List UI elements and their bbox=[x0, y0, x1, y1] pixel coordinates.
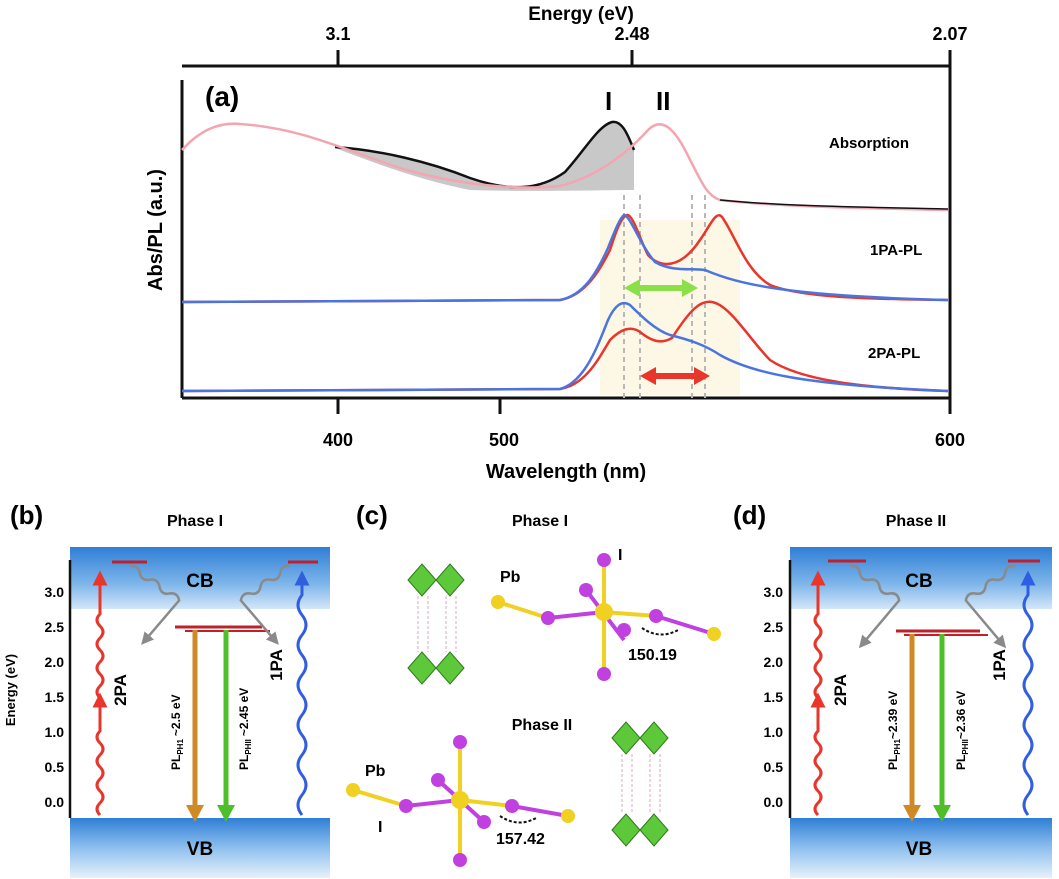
top-axis-title: Energy (eV) bbox=[528, 4, 634, 25]
1pa-phase2-curve bbox=[181, 213, 949, 304]
1pa-label: 1PA bbox=[267, 649, 286, 681]
energy-tick: 0.5 bbox=[45, 759, 65, 775]
1pa-phase1-curve bbox=[181, 213, 949, 304]
2pa-label: 2PA bbox=[111, 674, 130, 706]
energy-tick: 1.0 bbox=[45, 724, 65, 740]
phase2-lattice bbox=[611, 721, 669, 847]
absorption-phase1-curve bbox=[334, 120, 636, 189]
energy-tick: 1.5 bbox=[764, 689, 784, 705]
1pa-wavy-arrow bbox=[1020, 570, 1036, 816]
panel-c: (c) Phase I Phase II bbox=[346, 500, 721, 867]
pl2-text: PLPHII~2.36 eV bbox=[954, 691, 970, 770]
pb-label-phase1: Pb bbox=[500, 569, 521, 586]
conduction-band bbox=[70, 547, 330, 609]
conduction-band bbox=[790, 547, 1052, 609]
bottom-tick-label: 500 bbox=[489, 430, 519, 450]
2pa-wavy-arrow-lower bbox=[810, 692, 826, 817]
1pa-wavy-arrow bbox=[294, 570, 310, 816]
phase2-molecule bbox=[346, 735, 575, 867]
energy-tick: 2.5 bbox=[45, 619, 65, 635]
top-tick-label: 3.1 bbox=[325, 24, 350, 44]
bottom-tick-label: 600 bbox=[935, 430, 965, 450]
bottom-tick-label: 400 bbox=[323, 430, 353, 450]
energy-tick: 2.5 bbox=[764, 619, 784, 635]
2pa-wavy-arrow-upper bbox=[810, 570, 826, 700]
relaxation-arrow-right bbox=[239, 564, 291, 645]
panel-b: (b) Phase I CB VB 3.0 2.5 2.0 1.5 1.0 0.… bbox=[3, 500, 330, 878]
absorption-shaded-area bbox=[335, 121, 634, 191]
panel-a: Energy (eV) 3.1 2.48 2.07 400 500 600 Wa… bbox=[145, 4, 968, 483]
2pa-phase1-curve bbox=[181, 301, 949, 393]
panel-b-title: Phase I bbox=[167, 513, 223, 530]
2pa-label: 2PA bbox=[831, 674, 850, 706]
cb-label: CB bbox=[905, 571, 932, 592]
pl1-text: PLPH1~2.5 eV bbox=[169, 694, 185, 770]
relaxation-arrow-right bbox=[964, 564, 1016, 649]
panel-a-label: (a) bbox=[205, 81, 239, 112]
vb-label: VB bbox=[187, 839, 213, 860]
2pa-wavy-arrow-lower bbox=[92, 692, 108, 817]
pl2-text: PLPHII~2.45 eV bbox=[237, 688, 253, 770]
phase2-title: Phase II bbox=[512, 717, 572, 734]
pb-label-phase2: Pb bbox=[365, 763, 386, 780]
panel-c-label: (c) bbox=[356, 500, 388, 530]
panel-b-label: (b) bbox=[10, 500, 43, 530]
panel-b-y-axis-title: Energy (eV) bbox=[3, 654, 18, 726]
energy-tick: 2.0 bbox=[45, 654, 65, 670]
angle-phase2: 157.42 bbox=[496, 831, 545, 848]
valence-band bbox=[70, 818, 330, 878]
peak-label-ii: II bbox=[656, 86, 670, 116]
angle-phase1: 150.19 bbox=[628, 647, 677, 664]
phase1-lattice bbox=[407, 563, 465, 685]
relaxation-arrow-left bbox=[849, 564, 901, 649]
energy-tick: 3.0 bbox=[45, 584, 65, 600]
trace-label-2pa: 2PA-PL bbox=[868, 345, 920, 362]
cb-label: CB bbox=[186, 571, 213, 592]
energy-tick: 1.0 bbox=[764, 724, 784, 740]
trace-label-absorption: Absorption bbox=[829, 135, 909, 152]
top-tick-label: 2.48 bbox=[614, 24, 649, 44]
trace-label-1pa: 1PA-PL bbox=[870, 242, 922, 259]
phase1-title: Phase I bbox=[512, 513, 568, 530]
panel-d: (d) Phase II CB VB 3.0 2.5 2.0 1.5 1.0 0… bbox=[733, 500, 1052, 878]
2pa-phase2-curve bbox=[181, 300, 949, 393]
bottom-axis-title: Wavelength (nm) bbox=[486, 461, 646, 483]
energy-tick: 1.5 bbox=[45, 689, 65, 705]
energy-tick: 0.0 bbox=[45, 794, 65, 810]
i-label-phase1: I bbox=[618, 547, 622, 564]
panel-d-title: Phase II bbox=[886, 513, 946, 530]
energy-tick: 2.0 bbox=[764, 654, 784, 670]
vb-label: VB bbox=[906, 839, 932, 860]
absorption-tail bbox=[719, 199, 949, 210]
phase1-molecule bbox=[491, 553, 721, 681]
i-label-phase2: I bbox=[378, 819, 382, 836]
y-axis-title: Abs/PL (a.u.) bbox=[145, 169, 167, 291]
energy-tick: 3.0 bbox=[764, 584, 784, 600]
top-tick-label: 2.07 bbox=[932, 24, 967, 44]
peak-label-i: I bbox=[605, 86, 612, 116]
2pa-wavy-arrow-upper bbox=[92, 570, 108, 700]
pl1-text: PLPH1~2.39 eV bbox=[886, 691, 902, 770]
relaxation-arrow-left bbox=[129, 564, 181, 645]
highlight-region bbox=[600, 220, 740, 395]
energy-tick: 0.5 bbox=[764, 759, 784, 775]
panel-d-label: (d) bbox=[733, 500, 766, 530]
1pa-label: 1PA bbox=[990, 649, 1009, 681]
valence-band bbox=[790, 818, 1052, 878]
energy-tick: 0.0 bbox=[764, 794, 784, 810]
